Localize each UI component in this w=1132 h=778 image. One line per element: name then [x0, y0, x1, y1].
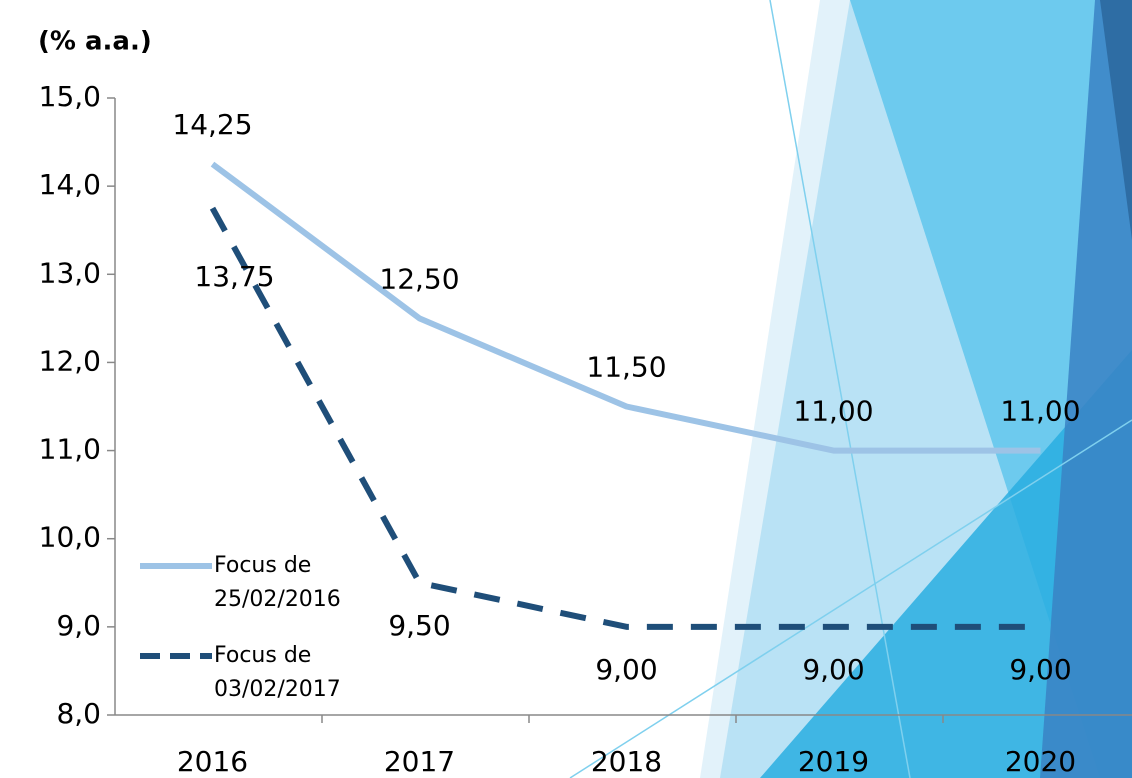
data-label: 14,25 [172, 108, 252, 141]
data-label: 9,00 [1009, 653, 1071, 686]
x-tick-label: 2020 [1005, 745, 1076, 778]
x-tick-label: 2018 [591, 745, 662, 778]
x-tick-label: 2019 [798, 745, 869, 778]
y-tick-label: 9,0 [56, 609, 101, 642]
data-label: 11,00 [1000, 395, 1080, 428]
y-tick-label: 11,0 [39, 433, 101, 466]
y-tick-label: 15,0 [39, 80, 101, 113]
x-tick-label: 2016 [177, 745, 248, 778]
data-label: 9,00 [802, 653, 864, 686]
chart: (% a.a.) 8,0 9,0 10,0 11,0 12,0 13,0 14,0 15,0 2… [0, 0, 1132, 778]
y-tick-label: 12,0 [39, 344, 101, 377]
legend-label: Focus de 25/02/2016 [214, 549, 384, 617]
y-tick-label: 10,0 [39, 521, 101, 554]
x-tick-label: 2017 [384, 745, 455, 778]
data-label: 11,00 [793, 395, 873, 428]
y-tick-label: 13,0 [39, 256, 101, 289]
data-label: 9,00 [595, 653, 657, 686]
y-tick-label: 14,0 [39, 168, 101, 201]
data-label: 13,75 [194, 260, 274, 293]
chart-title: (% a.a.) [38, 27, 152, 57]
data-label: 11,50 [586, 351, 666, 384]
legend-label: Focus de 03/02/2017 [214, 639, 384, 707]
y-tick-label: 8,0 [56, 697, 101, 730]
page: {"chart_data": {"type": "line", "title":… [0, 0, 1132, 778]
data-label: 12,50 [379, 262, 459, 295]
data-label: 9,50 [388, 609, 450, 642]
